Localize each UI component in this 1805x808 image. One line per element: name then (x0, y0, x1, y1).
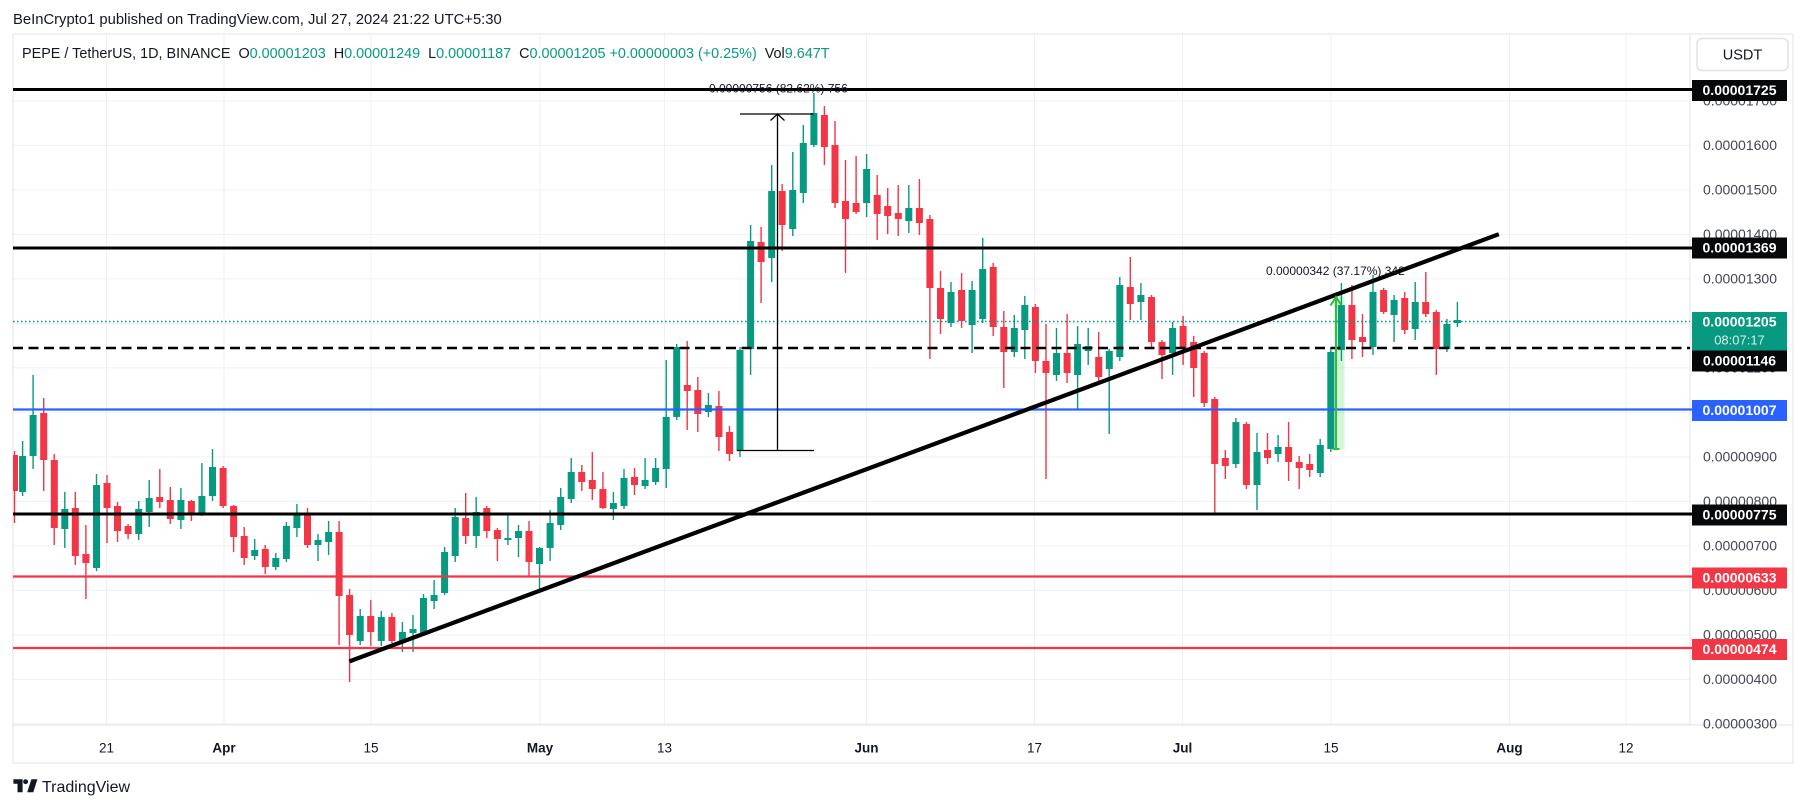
svg-text:0.00000342 (37.17%) 342: 0.00000342 (37.17%) 342 (1266, 264, 1405, 278)
svg-text:0.00001205: 0.00001205 (1703, 313, 1777, 329)
svg-text:0.00000700: 0.00000700 (1703, 538, 1777, 554)
svg-text:Jul: Jul (1173, 741, 1193, 756)
svg-text:0.00000633: 0.00000633 (1703, 570, 1777, 586)
svg-text:USDT: USDT (1723, 48, 1763, 64)
svg-text:0.00000400: 0.00000400 (1703, 671, 1777, 687)
svg-text:0.00001600: 0.00001600 (1703, 137, 1777, 153)
svg-text:0.00001300: 0.00001300 (1703, 271, 1777, 287)
svg-text:PEPE / TetherUS, 1D, BINANCE: PEPE / TetherUS, 1D, BINANCE O0.00001203… (22, 46, 830, 62)
svg-text:15: 15 (1323, 741, 1338, 756)
svg-text:Aug: Aug (1496, 741, 1522, 756)
svg-text:0.00001007: 0.00001007 (1703, 402, 1777, 418)
svg-text:0.00001725: 0.00001725 (1703, 82, 1777, 98)
svg-text:BeInCrypto1 published on Tradi: BeInCrypto1 published on TradingView.com… (13, 12, 502, 28)
svg-text:Apr: Apr (212, 741, 236, 756)
svg-text:0.00000500: 0.00000500 (1703, 627, 1777, 643)
svg-text:0.00000756 (82.62%) 756: 0.00000756 (82.62%) 756 (709, 82, 848, 96)
svg-text:Jun: Jun (854, 741, 878, 756)
svg-text:13: 13 (657, 741, 672, 756)
svg-text:TradingView: TradingView (42, 779, 130, 796)
svg-text:0.00000900: 0.00000900 (1703, 449, 1777, 465)
svg-text:21: 21 (99, 741, 114, 756)
svg-text:17: 17 (1027, 741, 1042, 756)
svg-text:08:07:17: 08:07:17 (1714, 333, 1765, 348)
svg-text:0.00001500: 0.00001500 (1703, 182, 1777, 198)
svg-text:0.00000300: 0.00000300 (1703, 716, 1777, 732)
svg-text:May: May (527, 741, 554, 756)
svg-text:0.00000474: 0.00000474 (1703, 641, 1777, 657)
svg-text:15: 15 (363, 741, 378, 756)
svg-text:0.00001146: 0.00001146 (1703, 353, 1776, 369)
svg-text:0.00000775: 0.00000775 (1703, 507, 1777, 523)
svg-text:0.00001369: 0.00001369 (1703, 240, 1777, 256)
svg-text:12: 12 (1618, 741, 1633, 756)
